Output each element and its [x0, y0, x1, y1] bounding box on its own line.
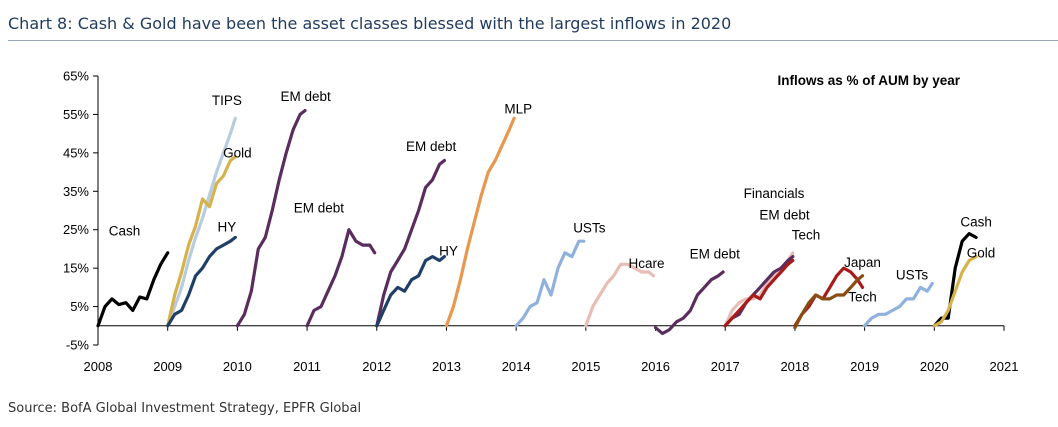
x-tick-label: 2012: [362, 359, 391, 374]
series-line-cash-2020: [932, 232, 978, 328]
y-tick-label: -5%: [66, 338, 90, 353]
x-tick-label: 2010: [223, 359, 252, 374]
series-label: EM debt: [294, 200, 345, 215]
series-label: TIPS: [212, 93, 242, 108]
series-label: USTs: [896, 268, 929, 283]
series-label: EM debt: [759, 207, 810, 222]
x-tick-label: 2016: [641, 359, 670, 374]
chart-annotation: Inflows as % of AUM by year: [777, 73, 960, 88]
series-line-usts-2014: [514, 239, 586, 328]
series-line-em-debt-2012: [375, 158, 446, 328]
series-line-cash-2008: [96, 251, 170, 328]
y-tick-label: 35%: [63, 184, 89, 199]
x-tick-label: 2011: [293, 359, 321, 374]
series-label: EM debt: [690, 247, 741, 262]
title-divider: [8, 40, 1058, 41]
axes: -5% 5% 15% 25% 35% 45% 55% 65% 2008 2009 2010 2011 2…: [63, 69, 1018, 375]
series-label: Cash: [960, 215, 992, 230]
series-label: Hcare: [628, 256, 664, 271]
series-line-japan-2018: [793, 274, 865, 330]
series-label: Cash: [109, 223, 141, 238]
series-line-em-debt-2010: [235, 108, 307, 328]
series-label: EM debt: [281, 89, 332, 104]
x-tick-label: 2017: [711, 359, 740, 374]
x-tick-label: 2008: [84, 359, 113, 374]
x-tick-label: 2014: [502, 359, 531, 374]
series-labels: Cash TIPS Gold HY EM debt EM debt EM debt HY MLP…: [109, 89, 996, 305]
series-line-tech-2017: [723, 258, 795, 328]
chart-title: Chart 8: Cash & Gold have been the asset…: [8, 14, 732, 33]
series-line-em-debt-2017: [723, 255, 795, 328]
series-label: EM debt: [406, 139, 457, 154]
series-label: Financials: [744, 186, 805, 201]
x-tick-label: 2021: [990, 359, 1019, 374]
x-tick-label: 2018: [780, 359, 809, 374]
series-label: Japan: [844, 255, 881, 270]
series-line-gold-2009: [166, 155, 237, 328]
series-label: HY: [218, 220, 237, 235]
series-label: Tech: [792, 227, 821, 242]
y-tick-label: 45%: [63, 145, 89, 160]
series-line-tips-2009: [166, 116, 237, 328]
y-tick-label: 15%: [63, 261, 89, 276]
series-line-em-debt-2011: [305, 228, 377, 328]
series-line-em-debt-2016: [653, 270, 725, 336]
x-tick-label: 2009: [153, 359, 182, 374]
source-note: Source: BofA Global Investment Strategy,…: [8, 401, 362, 416]
series-layer: [96, 108, 978, 336]
series-line-hy-2012: [375, 255, 446, 328]
series-line-mlp-2013: [444, 116, 516, 328]
x-tick-label: 2015: [571, 359, 600, 374]
inflows-line-chart: Inflows as % of AUM by year -5% 5% 15% 25% 3…: [63, 69, 1018, 375]
y-tick-label: 55%: [63, 107, 89, 122]
series-label: Tech: [848, 290, 877, 305]
series-label: Gold: [967, 245, 996, 260]
y-tick-label: 5%: [70, 299, 89, 314]
series-label: MLP: [504, 102, 532, 117]
series-line-gold-2020: [932, 255, 978, 328]
series-label: USTs: [573, 220, 606, 235]
series-line-usts-2019: [862, 281, 934, 328]
y-tick-label: 25%: [63, 222, 89, 237]
x-tick-label: 2020: [920, 359, 949, 374]
series-line-hcare-2015: [584, 262, 656, 328]
y-tick-label: 65%: [63, 69, 89, 84]
series-label: Gold: [223, 145, 252, 160]
x-tick-label: 2013: [432, 359, 461, 374]
x-tick-label: 2019: [850, 359, 879, 374]
series-line-hy-2009: [166, 235, 237, 328]
series-label: HY: [439, 243, 458, 258]
